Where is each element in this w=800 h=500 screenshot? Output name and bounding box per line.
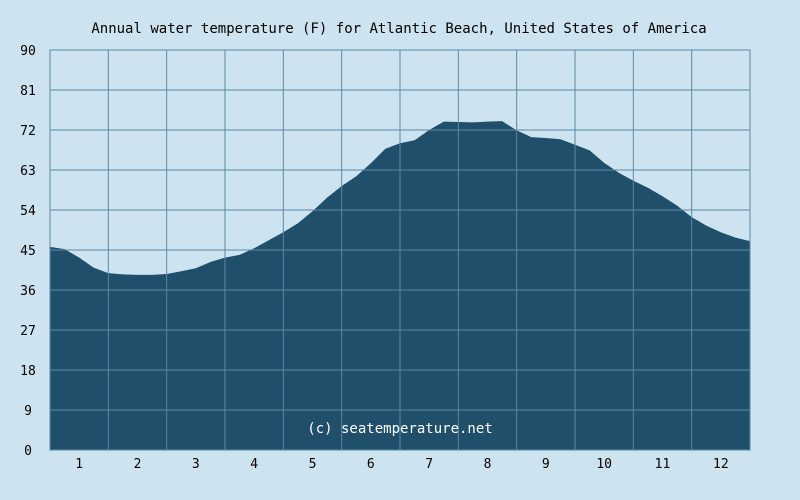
x-tick-label: 2 <box>134 457 142 472</box>
y-tick-label: 9 <box>24 404 32 419</box>
plot-area <box>49 49 751 451</box>
y-tick-label: 54 <box>20 204 36 219</box>
y-tick-label: 90 <box>20 44 36 59</box>
y-tick-label: 18 <box>20 364 36 379</box>
x-tick-label: 6 <box>367 457 375 472</box>
x-tick-label: 3 <box>192 457 200 472</box>
plot-frame <box>49 49 751 451</box>
x-tick-label: 5 <box>309 457 317 472</box>
y-tick-label: 0 <box>24 444 32 459</box>
y-tick-label: 27 <box>20 324 36 339</box>
y-tick-label: 63 <box>20 164 36 179</box>
x-tick-label: 11 <box>655 457 671 472</box>
x-tick-label: 9 <box>542 457 550 472</box>
y-tick-label: 81 <box>20 84 36 99</box>
y-tick-label: 45 <box>20 244 36 259</box>
x-tick-label: 8 <box>484 457 492 472</box>
y-axis-ticks: 0 9 18 27 36 45 54 63 72 81 90 <box>20 44 36 459</box>
chart-title: Annual water temperature (F) for Atlanti… <box>91 21 706 37</box>
x-axis-ticks: 1 2 3 4 5 6 7 8 9 10 11 12 <box>75 457 728 472</box>
x-tick-label: 10 <box>596 457 612 472</box>
x-tick-label: 4 <box>250 457 258 472</box>
x-tick-label: 12 <box>713 457 729 472</box>
y-tick-label: 36 <box>20 284 36 299</box>
y-tick-label: 72 <box>20 124 36 139</box>
watermark-credit: (c) seatemperature.net <box>307 421 492 437</box>
x-tick-label: 1 <box>75 457 83 472</box>
x-tick-label: 7 <box>425 457 433 472</box>
